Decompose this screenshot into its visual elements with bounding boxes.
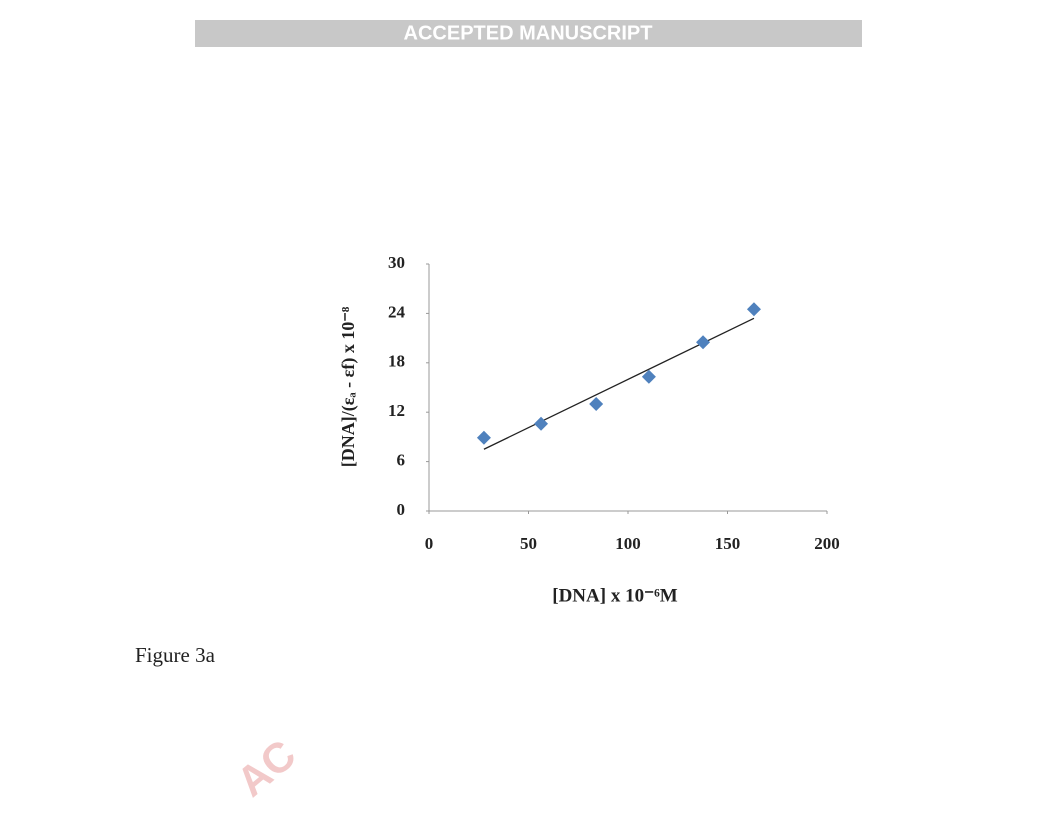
data-point <box>476 430 491 445</box>
data-point <box>534 416 549 431</box>
y-tick-label: 0 <box>397 500 406 519</box>
x-tick-label: 150 <box>715 534 741 553</box>
x-axis-title: [DNA] x 10⁻⁶M <box>552 585 678 606</box>
data-point <box>696 335 711 350</box>
y-tick-label: 12 <box>388 401 405 420</box>
y-tick-label: 18 <box>388 352 405 371</box>
y-tick-label: 30 <box>388 253 405 272</box>
y-tick-label: 6 <box>397 451 406 470</box>
x-tick-label: 200 <box>814 534 840 553</box>
data-point <box>746 302 761 317</box>
y-axis-title: [DNA]/(εₐ - εf) x 10⁻⁸ <box>338 306 359 467</box>
x-tick-label: 100 <box>615 534 641 553</box>
data-point <box>641 369 656 384</box>
trendline <box>483 317 755 450</box>
data-point <box>589 396 604 411</box>
watermark: AC <box>228 730 305 805</box>
x-tick-label: 50 <box>520 534 537 553</box>
banner: ACCEPTED MANUSCRIPT <box>404 22 653 44</box>
x-tick-label: 0 <box>425 534 434 553</box>
figure-caption: Figure 3a <box>135 643 216 667</box>
banner-background <box>195 20 862 47</box>
y-tick-label: 24 <box>388 302 406 321</box>
